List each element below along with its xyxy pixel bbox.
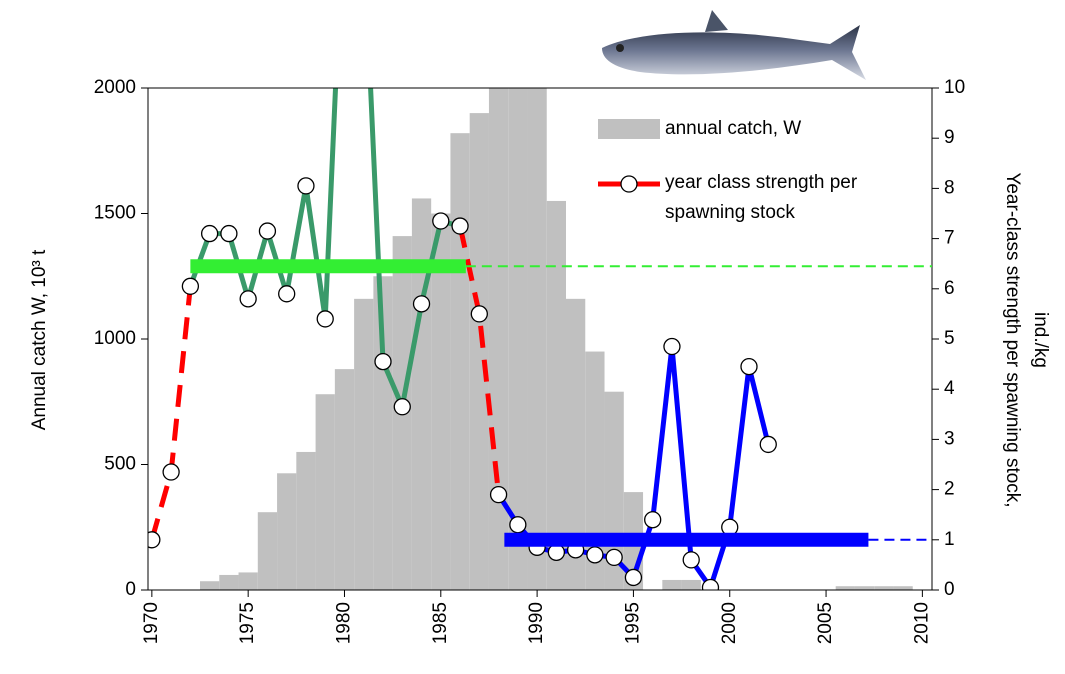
bar: [354, 298, 374, 590]
bar: [508, 88, 528, 590]
x-tick-label: 1985: [430, 602, 451, 644]
x-tick-label: 2000: [719, 602, 740, 644]
bar: [296, 451, 316, 590]
y2-tick-label: 8: [944, 177, 955, 198]
bar: [854, 586, 875, 590]
bar: [238, 572, 258, 590]
line-marker: [374, 352, 392, 371]
line-marker: [200, 224, 219, 243]
plot-clip: [148, 88, 913, 590]
y-tick-label: 500: [104, 454, 136, 475]
y2-tick-label: 3: [944, 428, 955, 449]
x-tick-label: 1980: [333, 602, 354, 644]
bar: [527, 88, 547, 590]
line-series: [149, 286, 193, 541]
y-tick-label: 1000: [94, 328, 136, 349]
x-tick-label: 1990: [526, 602, 547, 644]
line-marker: [412, 295, 431, 313]
y2-axis-title: Year-class strength per spawning stock,: [1002, 172, 1023, 507]
plot-area: 0 500 1000 1500 2000 0 1 2 3 4 5 6 7 8 9 10 1970 1975 1980…: [94, 77, 965, 644]
bar: [277, 473, 297, 590]
bar: [200, 581, 220, 590]
x-tick-label: 1970: [141, 602, 162, 644]
legend-swatch: [620, 175, 638, 193]
legend-label: year class strength per spawning stock: [665, 172, 858, 223]
y-tick-label: 0: [125, 579, 136, 600]
x-tick-label: 2010: [911, 602, 932, 644]
line-marker: [162, 463, 180, 481]
line-marker: [759, 435, 777, 454]
fish-illustration: [602, 10, 866, 80]
y2-tick-label: 9: [944, 127, 955, 148]
bar: [681, 579, 701, 590]
line-marker: [740, 357, 758, 376]
bar: [835, 586, 855, 590]
legend-swatch: [598, 119, 660, 139]
line-marker: [393, 398, 411, 416]
bar: [469, 113, 489, 590]
line-marker: [239, 290, 257, 308]
y-tick-label: 1500: [94, 203, 136, 224]
line-marker: [316, 310, 334, 328]
line-marker: [701, 578, 720, 590]
bar: [488, 88, 509, 590]
line-marker: [220, 224, 238, 243]
line-marker: [682, 551, 700, 569]
x-tick-label: 2005: [815, 602, 836, 644]
bar: [257, 512, 278, 590]
legend-label: annual catch, W: [665, 118, 802, 139]
x-tick-label: 1995: [622, 602, 643, 644]
line-marker: [181, 277, 200, 295]
y2-tick-label: 0: [944, 579, 955, 600]
line-marker: [148, 531, 161, 549]
y-tick-label: 2000: [94, 77, 136, 98]
bar: [219, 574, 239, 590]
y2-axis-title: ind./kg: [1030, 312, 1051, 368]
bar: [431, 213, 451, 590]
bar: [874, 586, 894, 590]
line-marker: [644, 511, 662, 529]
y2-tick-label: 5: [944, 328, 955, 349]
line-marker: [663, 337, 681, 356]
line-marker: [509, 516, 527, 534]
line-marker: [297, 177, 315, 195]
x-tick-label: 1975: [237, 602, 258, 644]
bar: [662, 579, 682, 590]
line-marker: [470, 305, 488, 323]
line-marker: [624, 568, 643, 587]
line-marker: [432, 212, 450, 230]
y2-tick-label: 7: [944, 228, 955, 249]
bar: [450, 133, 470, 590]
bar: [334, 369, 355, 590]
line-marker: [451, 217, 469, 235]
bar: [566, 298, 586, 590]
y2-tick-label: 4: [944, 378, 955, 399]
line-marker: [489, 485, 508, 504]
y2-tick-label: 6: [944, 278, 955, 299]
bar: [893, 586, 913, 590]
y2-tick-label: 2: [944, 479, 955, 500]
y2-tick-label: 1: [944, 529, 955, 550]
bar: [585, 351, 605, 590]
bar: [315, 394, 335, 590]
y2-tick-label: 10: [944, 77, 965, 98]
bar: [411, 198, 432, 590]
line-marker: [586, 546, 604, 564]
line-marker: [258, 222, 277, 240]
line-marker: [605, 548, 623, 567]
y-axis-title: Annual catch W, 10³ t: [29, 249, 50, 430]
bar: [546, 200, 567, 590]
line-marker: [278, 285, 296, 303]
